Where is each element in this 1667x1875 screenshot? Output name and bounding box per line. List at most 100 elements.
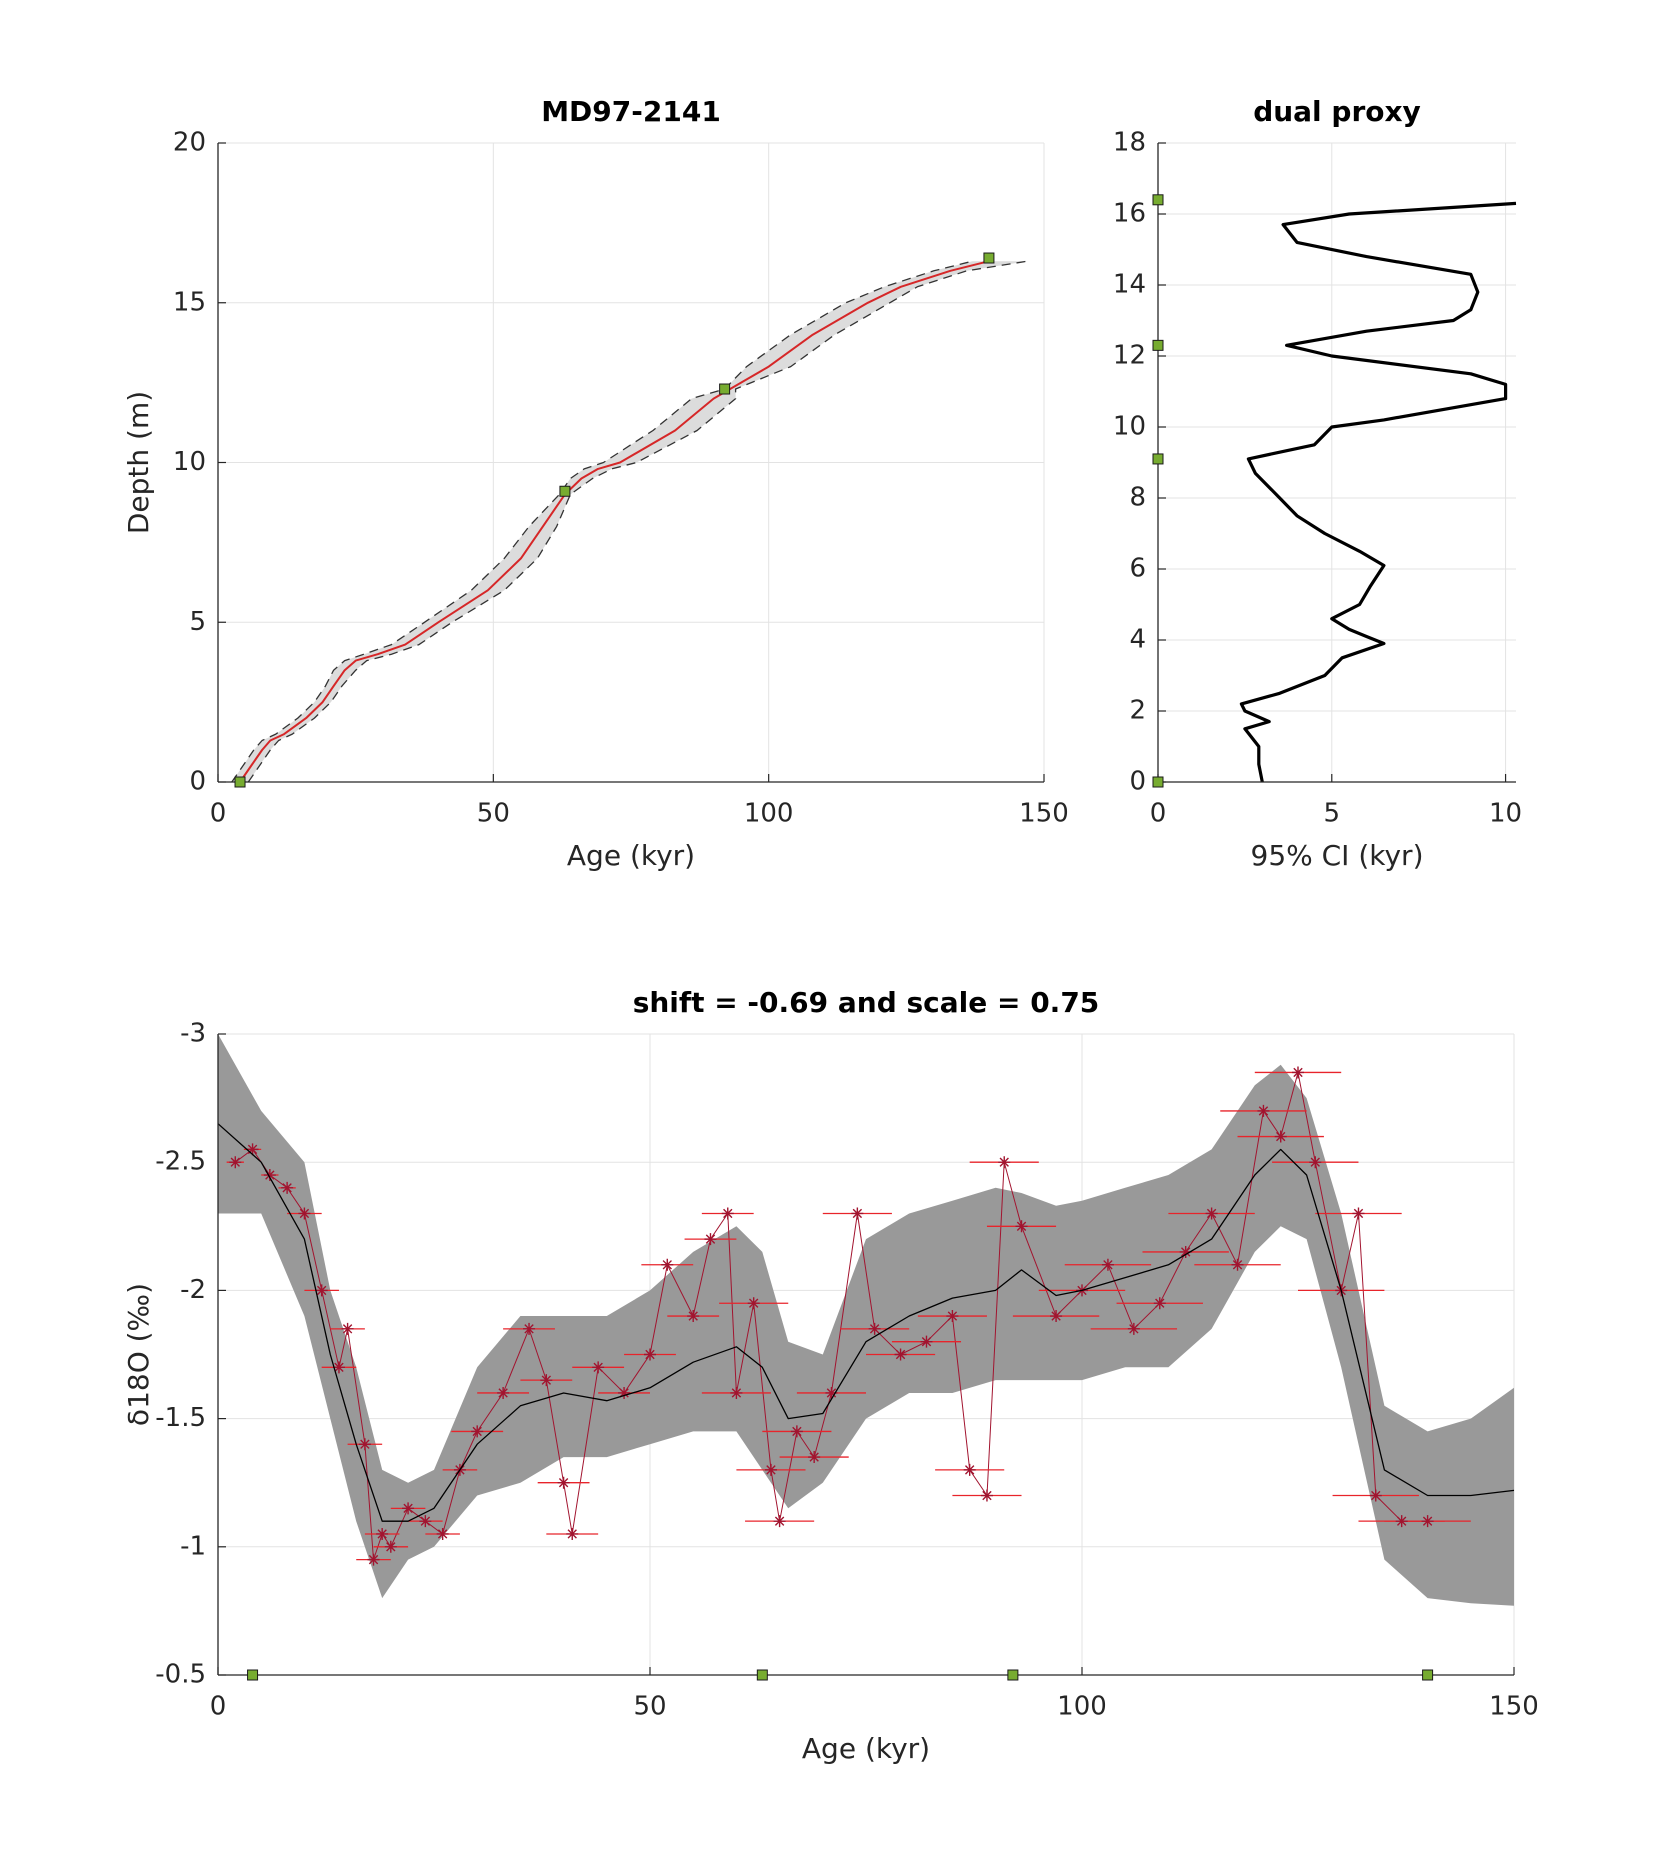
proxy-point <box>1352 1207 1365 1220</box>
proxy-point <box>402 1502 415 1515</box>
x-tick-label: 150 <box>1489 1692 1539 1722</box>
x-tick-label: 10 <box>1489 799 1522 829</box>
proxy-point <box>246 1143 259 1156</box>
proxy-point <box>1179 1245 1192 1258</box>
tie-point <box>234 776 246 788</box>
tie-point <box>559 485 571 497</box>
x-tick-label: 50 <box>633 1692 666 1722</box>
proxy-point <box>1101 1258 1114 1271</box>
tie-point <box>983 252 995 264</box>
proxy-point <box>1395 1515 1408 1528</box>
proxy-point <box>298 1207 311 1220</box>
proxy-point <box>1309 1156 1322 1169</box>
proxy-point <box>920 1335 933 1348</box>
chart-title: shift = -0.69 and scale = 0.75 <box>633 986 1100 1019</box>
proxy-point <box>851 1207 864 1220</box>
proxy-point <box>315 1284 328 1297</box>
proxy-point <box>1421 1515 1434 1528</box>
x-axis-label: 95% CI (kyr) <box>1251 839 1424 872</box>
y-tick-label: -2 <box>180 1275 206 1305</box>
proxy-point <box>1257 1104 1270 1117</box>
proxy-point <box>471 1425 484 1438</box>
x-tick-label: 5 <box>1324 799 1341 829</box>
y-tick-label: -1.5 <box>155 1403 206 1433</box>
proxy-point <box>687 1310 700 1323</box>
proxy-point <box>894 1348 907 1361</box>
series-line <box>1239 201 1517 783</box>
chart-title: MD97-2141 <box>541 95 721 128</box>
proxy-point <box>963 1463 976 1476</box>
y-tick-label: 2 <box>1129 696 1146 726</box>
proxy-point <box>332 1361 345 1374</box>
tie-point <box>1422 1669 1434 1681</box>
y-tick-label: 0 <box>189 767 206 797</box>
tie-point <box>1152 339 1164 351</box>
proxy-point <box>644 1348 656 1361</box>
tie-point <box>1152 194 1164 206</box>
y-tick-label: 16 <box>1113 199 1146 229</box>
proxy-point <box>946 1310 959 1323</box>
proxy-point <box>523 1322 536 1335</box>
series-line <box>247 260 1028 783</box>
series-line <box>231 260 973 783</box>
proxy-point <box>704 1233 717 1246</box>
tie-point <box>756 1669 768 1681</box>
y-tick-label: 0 <box>1129 767 1146 797</box>
proxy-point <box>557 1476 570 1489</box>
x-tick-label: 150 <box>1019 799 1069 829</box>
proxy-point <box>1274 1130 1287 1143</box>
proxy-point <box>358 1438 371 1451</box>
proxy-point <box>592 1361 605 1374</box>
proxy-point <box>376 1527 389 1540</box>
proxy-point <box>618 1386 631 1399</box>
x-tick-label: 0 <box>210 1692 227 1722</box>
proxy-point <box>1205 1207 1218 1220</box>
x-axis-label: Age (kyr) <box>802 1732 930 1765</box>
proxy-point <box>1127 1322 1140 1335</box>
y-tick-label: -2.5 <box>155 1147 206 1177</box>
proxy-point <box>790 1425 803 1438</box>
proxy-point <box>263 1169 276 1182</box>
proxy-point <box>998 1156 1011 1169</box>
proxy-point <box>419 1515 432 1528</box>
y-tick-label: 5 <box>189 607 206 637</box>
proxy-point <box>721 1207 734 1220</box>
series-line <box>217 1123 1515 1522</box>
y-tick-label: 6 <box>1129 554 1146 584</box>
y-axis-label: Depth (m) <box>122 391 155 534</box>
proxy-point <box>566 1527 579 1540</box>
tie-point <box>1152 776 1164 788</box>
uncertainty-band <box>218 1034 1514 1606</box>
y-axis-label: δ18O (‰) <box>122 1283 155 1426</box>
proxy-point <box>1292 1066 1304 1079</box>
proxy-point <box>281 1181 294 1194</box>
x-tick-label: 0 <box>210 799 227 829</box>
tie-point <box>1152 453 1164 465</box>
y-tick-label: 15 <box>173 287 206 317</box>
proxy-point <box>980 1489 993 1502</box>
proxy-point <box>367 1553 380 1566</box>
proxy-point <box>730 1386 743 1399</box>
proxy-point <box>1050 1310 1063 1323</box>
y-tick-label: 10 <box>173 447 206 477</box>
y-tick-label: -1 <box>180 1531 206 1561</box>
x-tick-label: 50 <box>477 799 510 829</box>
proxy-point <box>436 1527 449 1540</box>
proxy-point <box>808 1451 821 1464</box>
y-tick-label: 10 <box>1113 412 1146 442</box>
y-tick-label: -0.5 <box>155 1660 206 1690</box>
y-tick-label: 20 <box>173 128 206 158</box>
proxy-point <box>1015 1220 1028 1233</box>
proxy-point <box>1231 1258 1244 1271</box>
tie-point <box>247 1669 259 1681</box>
y-tick-label: 4 <box>1129 625 1146 655</box>
proxy-point <box>773 1515 786 1528</box>
y-tick-label: 18 <box>1113 128 1146 158</box>
y-tick-label: -3 <box>180 1019 206 1049</box>
y-tick-label: 8 <box>1129 483 1146 513</box>
x-tick-label: 100 <box>744 799 794 829</box>
y-tick-label: 14 <box>1113 270 1146 300</box>
tie-point <box>719 383 731 395</box>
